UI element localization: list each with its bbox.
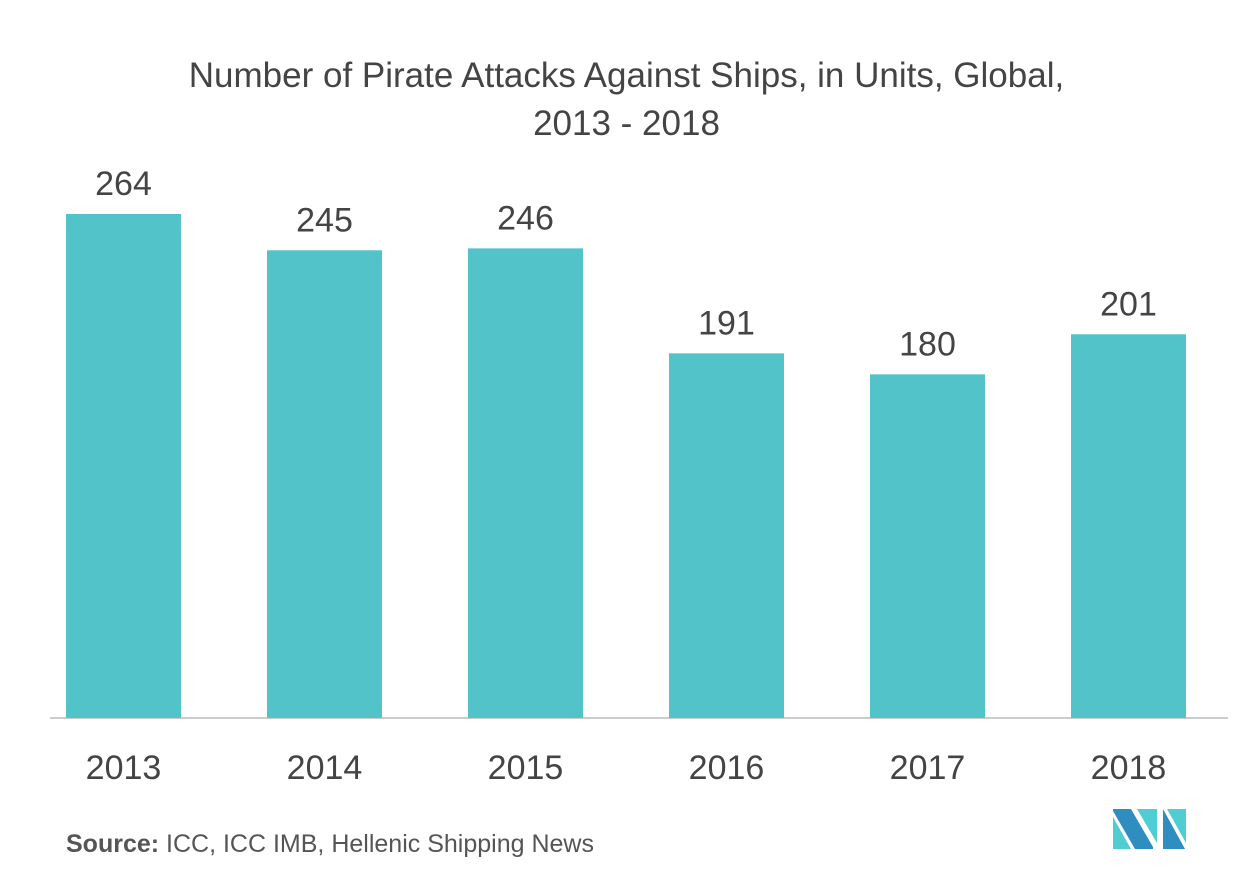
- bar-2016: [669, 353, 784, 718]
- x-tick-label: 2017: [890, 749, 966, 787]
- x-tick-label: 2015: [488, 749, 564, 787]
- bar-2014: [267, 250, 382, 719]
- source-text: ICC, ICC IMB, Hellenic Shipping News: [159, 830, 594, 858]
- data-label: 191: [698, 304, 755, 342]
- data-label: 246: [497, 199, 554, 237]
- bar-2017: [870, 374, 985, 718]
- chart-title: Number of Pirate Attacks Against Ships, …: [0, 52, 1253, 148]
- bar-2015: [468, 248, 583, 718]
- x-tick-label: 2014: [287, 749, 363, 787]
- x-tick-label: 2018: [1091, 749, 1167, 787]
- bar-2013: [66, 214, 181, 718]
- title-line-2: 2013 - 2018: [533, 104, 720, 143]
- source-label: Source:: [66, 830, 160, 858]
- bar-chart: 264 2013 245 2014 246 2015 191 2016 180 2017 201 20…: [50, 165, 1228, 787]
- data-label: 264: [95, 165, 152, 203]
- source-note: Source: ICC, ICC IMB, Hellenic Shipping …: [66, 830, 594, 859]
- x-tick-label: 2016: [689, 749, 765, 787]
- data-label: 180: [899, 325, 956, 363]
- company-logo: [1113, 809, 1186, 849]
- bar-2018: [1071, 334, 1186, 718]
- data-label: 245: [296, 201, 353, 239]
- data-label: 201: [1100, 285, 1157, 323]
- title-line-1: Number of Pirate Attacks Against Ships, …: [188, 56, 1065, 95]
- x-tick-label: 2013: [86, 749, 162, 787]
